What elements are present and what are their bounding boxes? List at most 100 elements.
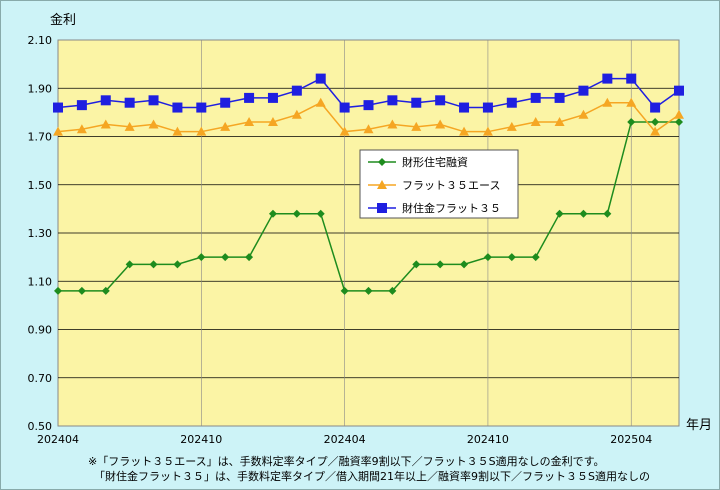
data-point bbox=[651, 118, 660, 127]
data-point bbox=[124, 97, 135, 108]
data-point bbox=[197, 253, 206, 262]
data-point bbox=[291, 109, 302, 119]
data-point bbox=[650, 102, 661, 113]
data-point bbox=[435, 95, 446, 106]
data-point bbox=[363, 100, 374, 111]
data-point bbox=[149, 260, 158, 269]
data-point bbox=[315, 73, 326, 84]
data-point bbox=[459, 126, 470, 136]
data-point bbox=[554, 92, 565, 103]
data-point bbox=[378, 158, 386, 166]
data-point bbox=[412, 260, 421, 269]
series-1 bbox=[54, 118, 683, 295]
legend-item: 財形住宅融資 bbox=[368, 155, 468, 169]
data-point bbox=[53, 102, 63, 113]
y-axis-label: 金利 bbox=[50, 12, 76, 28]
legend-item: 財住金フラット３５ bbox=[368, 201, 501, 215]
data-point bbox=[578, 85, 589, 96]
x-tick-label: 202410 bbox=[180, 433, 222, 446]
data-point bbox=[674, 109, 684, 119]
data-point bbox=[554, 117, 565, 127]
y-tick-label: 0.50 bbox=[28, 420, 53, 433]
data-point bbox=[76, 124, 87, 134]
data-point bbox=[339, 126, 350, 136]
data-point bbox=[411, 97, 422, 108]
data-point bbox=[626, 97, 637, 107]
data-point bbox=[172, 126, 183, 136]
data-point bbox=[387, 119, 398, 129]
data-point bbox=[268, 209, 277, 218]
data-point bbox=[245, 253, 254, 262]
series-layer bbox=[53, 73, 684, 295]
data-point bbox=[627, 118, 636, 127]
data-point bbox=[579, 209, 588, 218]
y-tick-label: 1.70 bbox=[28, 131, 53, 144]
data-point bbox=[530, 117, 541, 127]
y-axis-ticks: 2.10 1.90 1.70 1.50 1.30 1.10 0.90 0.70 0.50 bbox=[28, 34, 53, 433]
data-point bbox=[377, 180, 387, 189]
data-point bbox=[388, 286, 397, 295]
data-point bbox=[459, 102, 470, 113]
data-point bbox=[292, 209, 301, 218]
data-point bbox=[436, 260, 445, 269]
data-point bbox=[148, 95, 159, 106]
data-point bbox=[603, 209, 612, 218]
data-point bbox=[531, 253, 540, 262]
x-axis-ticks: 202404 202410 202404 202410 202504 bbox=[37, 433, 652, 446]
y-tick-label: 1.90 bbox=[28, 82, 53, 95]
data-point bbox=[626, 73, 637, 84]
series-2 bbox=[53, 97, 684, 136]
legend-label: 財住金フラット３５ bbox=[402, 201, 501, 215]
y-tick-label: 1.50 bbox=[28, 179, 53, 192]
data-point bbox=[411, 121, 422, 131]
data-point bbox=[53, 126, 63, 136]
data-point bbox=[460, 260, 469, 269]
x-tick-label: 202410 bbox=[467, 433, 509, 446]
x-tick-label: 202404 bbox=[324, 433, 366, 446]
data-point bbox=[387, 95, 398, 106]
data-point bbox=[267, 92, 278, 103]
x-tick-label: 202504 bbox=[610, 433, 652, 446]
data-point bbox=[220, 121, 231, 131]
series-3 bbox=[53, 73, 684, 113]
data-point bbox=[124, 121, 135, 131]
data-point bbox=[377, 203, 387, 213]
y-tick-label: 1.10 bbox=[28, 275, 53, 288]
footnote-2: 「財住金フラット３５」は、手数料定率タイプ／借入期間21年以上／融資率9割以下／… bbox=[94, 469, 650, 483]
legend-item: フラット３５エース bbox=[368, 179, 500, 192]
data-point bbox=[602, 97, 613, 107]
data-point bbox=[650, 126, 661, 136]
data-point bbox=[363, 124, 374, 134]
y-tick-label: 0.70 bbox=[28, 372, 53, 385]
data-point bbox=[244, 117, 255, 127]
data-point bbox=[173, 260, 182, 269]
data-point bbox=[675, 118, 683, 127]
legend-label: フラット３５エース bbox=[402, 179, 500, 192]
data-point bbox=[100, 95, 111, 106]
data-point bbox=[340, 286, 349, 295]
data-point bbox=[220, 97, 231, 108]
legend-label: 財形住宅融資 bbox=[402, 155, 468, 169]
data-point bbox=[172, 102, 183, 113]
y-tick-label: 0.90 bbox=[28, 324, 53, 337]
data-point bbox=[315, 97, 326, 107]
data-point bbox=[77, 286, 86, 295]
data-point bbox=[578, 109, 589, 119]
data-point bbox=[221, 253, 230, 262]
footnote-1: ※「フラット３５エース」は、手数料定率タイプ／融資率9割以下／フラット３５S適用… bbox=[88, 454, 605, 468]
data-point bbox=[482, 126, 493, 136]
data-point bbox=[555, 209, 564, 218]
data-point bbox=[339, 102, 350, 113]
data-point bbox=[100, 119, 111, 129]
x-tick-label: 202404 bbox=[37, 433, 79, 446]
data-point bbox=[244, 92, 255, 103]
data-point bbox=[674, 85, 684, 96]
data-point bbox=[196, 126, 207, 136]
data-point bbox=[101, 286, 110, 295]
data-point bbox=[506, 121, 517, 131]
data-point bbox=[267, 117, 278, 127]
data-point bbox=[483, 253, 492, 262]
y-tick-label: 1.30 bbox=[28, 227, 53, 240]
